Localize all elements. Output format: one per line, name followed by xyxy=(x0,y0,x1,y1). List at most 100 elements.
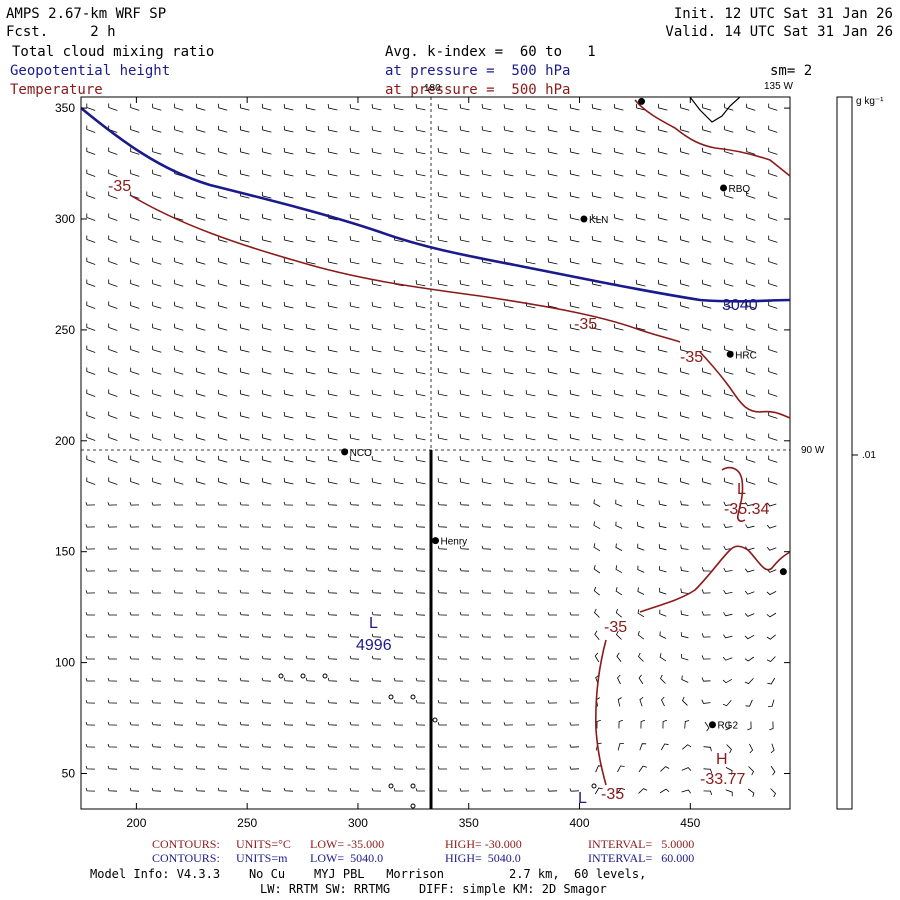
wind-barb xyxy=(569,323,580,331)
wind-barb xyxy=(569,612,579,616)
wind-barb xyxy=(437,236,448,243)
wind-barb xyxy=(593,564,601,574)
wind-barb xyxy=(680,500,689,506)
wind-barb xyxy=(746,367,756,375)
wind-barb xyxy=(459,192,470,199)
wind-barb xyxy=(766,612,777,618)
wind-barb xyxy=(503,104,514,111)
wind-barb xyxy=(327,721,338,726)
footer-temp-contours: CONTOURS: xyxy=(152,837,220,851)
wind-barb xyxy=(305,633,316,638)
wind-barb xyxy=(658,345,668,353)
wind-barb xyxy=(744,656,755,662)
wind-barb xyxy=(152,433,162,441)
wind-barb xyxy=(547,456,558,463)
wind-barb xyxy=(547,236,558,243)
wind-barb xyxy=(371,214,382,221)
wind-barb xyxy=(239,235,250,243)
wind-barb xyxy=(107,524,118,528)
wind-barb xyxy=(525,390,536,397)
wind-barb xyxy=(349,412,360,419)
wind-barb xyxy=(305,433,316,441)
low-bottom-marker: L xyxy=(578,790,587,807)
wind-barb xyxy=(393,743,404,748)
wind-barb xyxy=(701,523,711,528)
map-frame xyxy=(80,96,791,810)
wind-barb xyxy=(658,147,668,155)
wind-barb xyxy=(393,258,404,265)
wind-barb xyxy=(218,125,228,133)
wind-barb xyxy=(371,567,382,572)
wind-barb xyxy=(261,545,272,550)
wind-barb xyxy=(196,433,206,441)
wind-barb xyxy=(371,434,382,441)
wind-barb xyxy=(195,633,206,638)
wind-barb xyxy=(173,524,183,528)
wind-barb xyxy=(415,236,426,243)
footer-temp-units: UNITS=°C xyxy=(236,837,291,851)
wind-barb xyxy=(591,433,602,441)
wind-barb xyxy=(239,677,250,682)
wind-barb xyxy=(658,367,668,375)
wind-barb xyxy=(525,170,536,177)
wind-barb xyxy=(637,543,645,551)
wind-barb xyxy=(349,501,360,506)
wind-barb xyxy=(525,589,536,594)
wind-barb xyxy=(437,126,448,133)
wind-barb xyxy=(525,214,536,221)
wind-barb xyxy=(239,323,250,331)
wind-barb xyxy=(393,523,404,528)
wind-barb xyxy=(637,609,645,618)
lon-180-label: 180 xyxy=(424,83,441,94)
wind-barb xyxy=(459,721,469,726)
wind-barb xyxy=(437,721,447,726)
wind-barb xyxy=(525,766,536,770)
wind-barb xyxy=(130,477,140,485)
wind-barb xyxy=(86,389,96,397)
wind-barb xyxy=(327,677,338,682)
wind-barb xyxy=(481,390,492,397)
wind-barb xyxy=(770,743,775,754)
wind-barb xyxy=(702,455,712,463)
wind-barb xyxy=(658,125,668,133)
wind-barb xyxy=(481,788,492,792)
wind-barb xyxy=(217,589,228,594)
wind-barb xyxy=(768,367,778,375)
wind-barb xyxy=(680,566,689,572)
wind-barb xyxy=(680,411,690,419)
wind-barb xyxy=(638,765,648,773)
wind-barb xyxy=(768,389,778,397)
wind-barb xyxy=(591,147,602,155)
wind-barb xyxy=(547,324,558,331)
wind-barb xyxy=(635,125,646,133)
wind-barb xyxy=(85,677,95,682)
wind-barb xyxy=(770,765,776,776)
wind-barb xyxy=(638,674,644,685)
wind-barb xyxy=(261,699,272,704)
wind-barb xyxy=(305,301,316,309)
wind-barb xyxy=(415,633,426,638)
wind-barb xyxy=(174,191,184,199)
field-height-label: Geopotential height xyxy=(10,63,170,79)
wind-barb xyxy=(130,455,140,463)
wind-barb xyxy=(305,477,316,485)
wind-barb xyxy=(152,279,162,287)
wind-barb xyxy=(86,257,96,265)
wind-barb xyxy=(327,765,338,770)
wind-barb xyxy=(569,103,580,111)
wind-barb xyxy=(547,567,558,572)
wind-barb xyxy=(327,501,338,506)
wind-barb xyxy=(239,213,250,221)
wind-barb xyxy=(593,586,600,596)
wind-barb xyxy=(459,368,470,375)
wind-barb xyxy=(349,192,360,199)
valid-time: Valid. 14 UTC Sat 31 Jan 26 xyxy=(665,24,893,40)
wind-barb xyxy=(658,544,667,551)
wind-barb xyxy=(569,477,580,485)
wind-barb xyxy=(174,455,184,463)
wind-barb xyxy=(481,611,492,616)
wind-barb xyxy=(371,192,382,199)
wind-barb xyxy=(349,765,360,770)
footer-height-low: LOW= 5040.0 xyxy=(310,851,383,865)
wind-barb xyxy=(768,257,778,265)
